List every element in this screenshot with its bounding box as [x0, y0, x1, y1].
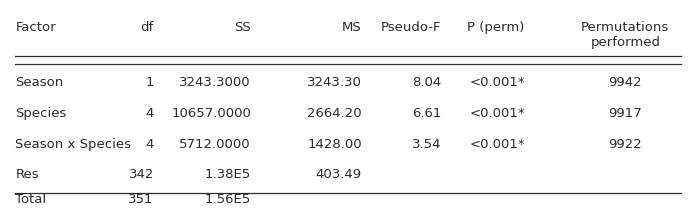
- Text: 2664.20: 2664.20: [307, 107, 362, 120]
- Text: 4: 4: [145, 138, 154, 151]
- Text: SS: SS: [234, 21, 251, 34]
- Text: 1.38E5: 1.38E5: [205, 167, 251, 181]
- Text: Permutations
performed: Permutations performed: [581, 21, 670, 49]
- Text: 351: 351: [128, 193, 154, 206]
- Text: 10657.0000: 10657.0000: [171, 107, 251, 120]
- Text: Factor: Factor: [15, 21, 56, 34]
- Text: Species: Species: [15, 107, 67, 120]
- Text: MS: MS: [342, 21, 362, 34]
- Text: Res: Res: [15, 167, 39, 181]
- Text: 6.61: 6.61: [412, 107, 441, 120]
- Text: 3.54: 3.54: [412, 138, 441, 151]
- Text: P (perm): P (perm): [468, 21, 525, 34]
- Text: Season: Season: [15, 76, 63, 89]
- Text: 9942: 9942: [608, 76, 642, 89]
- Text: 8.04: 8.04: [412, 76, 441, 89]
- Text: 1: 1: [145, 76, 154, 89]
- Text: 1.56E5: 1.56E5: [205, 193, 251, 206]
- Text: <0.001*: <0.001*: [469, 138, 525, 151]
- Text: Season x Species: Season x Species: [15, 138, 132, 151]
- Text: 3243.3000: 3243.3000: [180, 76, 251, 89]
- Text: Total: Total: [15, 193, 47, 206]
- Text: 5712.0000: 5712.0000: [180, 138, 251, 151]
- Text: 3243.30: 3243.30: [307, 76, 362, 89]
- Text: Pseudo-F: Pseudo-F: [381, 21, 441, 34]
- Text: df: df: [141, 21, 154, 34]
- Text: 403.49: 403.49: [316, 167, 362, 181]
- Text: 9917: 9917: [608, 107, 642, 120]
- Text: 4: 4: [145, 107, 154, 120]
- Text: 342: 342: [129, 167, 154, 181]
- Text: <0.001*: <0.001*: [469, 76, 525, 89]
- Text: 9922: 9922: [608, 138, 642, 151]
- Text: 1428.00: 1428.00: [307, 138, 362, 151]
- Text: <0.001*: <0.001*: [469, 107, 525, 120]
